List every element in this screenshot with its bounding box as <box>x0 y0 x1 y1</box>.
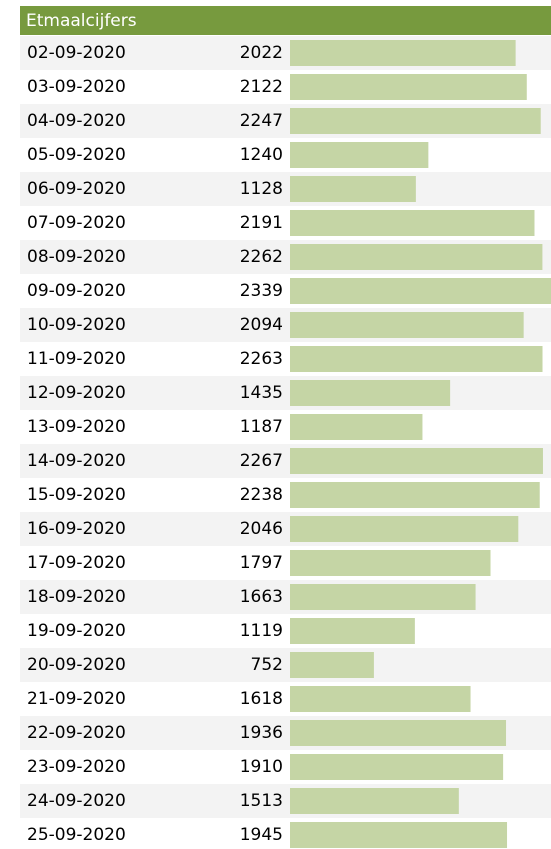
value-label: 2191 <box>240 213 283 233</box>
value-label: 1618 <box>240 689 283 709</box>
bar <box>290 312 524 338</box>
date-label: 10-09-2020 <box>27 315 126 335</box>
bar <box>290 74 527 100</box>
bar <box>290 176 416 202</box>
bar <box>290 516 519 542</box>
date-label: 22-09-2020 <box>27 723 126 743</box>
bar <box>290 346 543 372</box>
value-label: 1435 <box>240 383 283 403</box>
value-label: 2267 <box>240 451 283 471</box>
date-label: 19-09-2020 <box>27 621 126 641</box>
date-label: 04-09-2020 <box>27 111 126 131</box>
date-label: 09-09-2020 <box>27 281 126 301</box>
value-label: 2122 <box>240 77 283 97</box>
row-background <box>20 648 551 682</box>
date-label: 14-09-2020 <box>27 451 126 471</box>
value-label: 1128 <box>240 179 283 199</box>
date-label: 08-09-2020 <box>27 247 126 267</box>
date-label: 12-09-2020 <box>27 383 126 403</box>
date-label: 06-09-2020 <box>27 179 126 199</box>
row-background <box>20 138 551 172</box>
date-label: 16-09-2020 <box>27 519 126 539</box>
row-background <box>20 784 551 818</box>
value-label: 2022 <box>240 43 283 63</box>
row-background <box>20 376 551 410</box>
date-label: 11-09-2020 <box>27 349 126 369</box>
bar <box>290 754 504 780</box>
bar <box>290 380 451 406</box>
date-label: 18-09-2020 <box>27 587 126 607</box>
bar <box>290 788 459 814</box>
value-label: 2263 <box>240 349 283 369</box>
date-label: 05-09-2020 <box>27 145 126 165</box>
bar <box>290 40 516 66</box>
value-label: 2046 <box>240 519 283 539</box>
date-label: 07-09-2020 <box>27 213 126 233</box>
value-label: 752 <box>251 655 283 675</box>
value-label: 1240 <box>240 145 283 165</box>
value-label: 1663 <box>240 587 283 607</box>
bar <box>290 108 541 134</box>
date-label: 17-09-2020 <box>27 553 126 573</box>
bar <box>290 142 429 168</box>
bar <box>290 584 476 610</box>
value-label: 1936 <box>240 723 283 743</box>
value-label: 1119 <box>240 621 283 641</box>
date-label: 24-09-2020 <box>27 791 126 811</box>
bar <box>290 652 374 678</box>
bar <box>290 244 543 270</box>
value-label: 2262 <box>240 247 283 267</box>
bar <box>290 210 535 236</box>
date-label: 13-09-2020 <box>27 417 126 437</box>
date-label: 25-09-2020 <box>27 825 126 845</box>
row-background <box>20 410 551 444</box>
bar <box>290 618 415 644</box>
date-label: 02-09-2020 <box>27 43 126 63</box>
row-background <box>20 172 551 206</box>
header-background <box>20 6 551 35</box>
date-label: 23-09-2020 <box>27 757 126 777</box>
bar <box>290 482 540 508</box>
value-label: 2238 <box>240 485 283 505</box>
value-label: 1513 <box>240 791 283 811</box>
bar <box>290 686 471 712</box>
bar <box>290 822 508 848</box>
row-background <box>20 614 551 648</box>
value-label: 1797 <box>240 553 283 573</box>
value-label: 1945 <box>240 825 283 845</box>
value-label: 2339 <box>240 281 283 301</box>
bar <box>290 720 507 746</box>
bar <box>290 550 491 576</box>
date-label: 20-09-2020 <box>27 655 126 675</box>
value-label: 2094 <box>240 315 283 335</box>
bar <box>290 448 543 474</box>
date-label: 15-09-2020 <box>27 485 126 505</box>
bar <box>290 278 551 304</box>
date-label: 21-09-2020 <box>27 689 126 709</box>
date-label: 03-09-2020 <box>27 77 126 97</box>
chart-title: Etmaalcijfers <box>26 11 137 31</box>
value-label: 1910 <box>240 757 283 777</box>
bar <box>290 414 423 440</box>
value-label: 1187 <box>240 417 283 437</box>
value-label: 2247 <box>240 111 283 131</box>
